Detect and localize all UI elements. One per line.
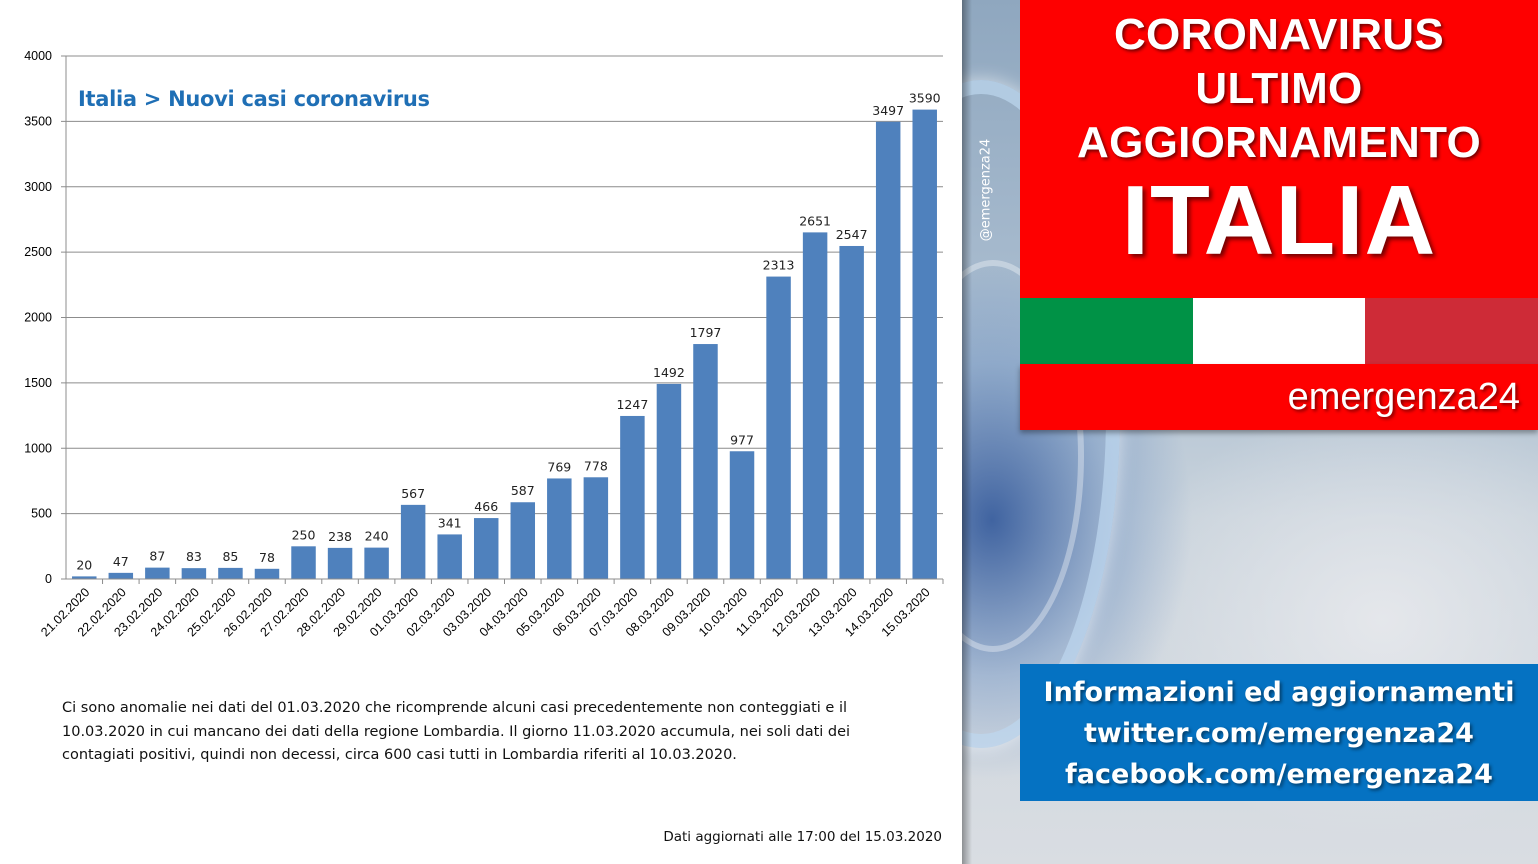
flag-red-stripe <box>1365 298 1538 364</box>
twitter-link[interactable]: twitter.com/emergenza24 <box>1084 718 1474 749</box>
y-tick-label: 3000 <box>24 180 52 194</box>
updated-timestamp: Dati aggiornati alle 17:00 del 15.03.202… <box>663 829 942 845</box>
data-label: 341 <box>438 515 462 530</box>
bar <box>656 383 682 579</box>
data-label: 977 <box>730 432 754 447</box>
data-label: 240 <box>365 529 389 544</box>
headline-line: AGGIORNAMENTO <box>1077 118 1481 167</box>
note-line: 10.03.2020 in cui mancano dei dati della… <box>62 723 851 740</box>
y-tick-label: 4000 <box>24 49 52 63</box>
data-label: 85 <box>222 549 238 564</box>
y-tick-label: 3500 <box>24 114 52 128</box>
info-line: Informazioni ed aggiornamenti <box>1043 677 1515 708</box>
bar <box>72 576 97 579</box>
bar <box>802 232 828 579</box>
y-tick-label: 1000 <box>24 441 52 455</box>
bar <box>510 502 536 579</box>
chart-title: Italia > Nuovi casi coronavirus <box>78 87 430 111</box>
data-label: 250 <box>292 527 316 542</box>
bar <box>291 546 316 579</box>
data-label: 587 <box>511 483 535 498</box>
y-tick-label: 2000 <box>24 311 52 325</box>
data-note: Ci sono anomalie nei dati del 01.03.2020… <box>62 697 912 768</box>
bar <box>583 477 609 579</box>
data-label: 87 <box>149 549 165 564</box>
info-box: Informazioni ed aggiornamenti twitter.co… <box>1020 664 1538 801</box>
y-tick-label: 500 <box>31 507 52 521</box>
data-label: 3497 <box>872 103 904 118</box>
chart-panel: 0 500 1000 1500 2000 2500 3000 3500 4000 20 21.02.… <box>24 49 944 845</box>
flag-white-stripe <box>1192 298 1366 364</box>
data-label: 1797 <box>690 325 722 340</box>
bar <box>145 567 170 579</box>
data-label: 2313 <box>763 258 795 273</box>
note-line: Ci sono anomalie nei dati del 01.03.2020… <box>62 700 848 716</box>
y-tick-label: 2500 <box>24 245 52 259</box>
headline-line: ULTIMO <box>1195 64 1363 113</box>
bar <box>912 109 937 580</box>
bar-chart: 050010001500200025003000350040002021.02.… <box>24 49 944 639</box>
bar <box>254 568 280 579</box>
facebook-link[interactable]: facebook.com/emergenza24 <box>1065 759 1493 790</box>
bar <box>875 121 901 580</box>
bar <box>729 451 755 579</box>
y-tick-label: 0 <box>45 572 52 586</box>
brand-name: emergenza24 <box>1287 376 1520 418</box>
data-label: 238 <box>328 529 352 544</box>
brand-box: emergenza24 <box>1020 364 1538 430</box>
data-label: 3590 <box>909 91 941 106</box>
banner-panel: @emergenza24 CORONAVIRUS ULTIMO AGGIORNA… <box>962 0 1538 864</box>
data-label: 47 <box>113 554 129 569</box>
watermark-handle: @emergenza24 <box>978 138 994 242</box>
bar <box>364 547 389 579</box>
italian-flag <box>1020 298 1538 364</box>
y-tick-label: 1500 <box>24 376 52 390</box>
bar <box>108 572 134 579</box>
headline-country: ITALIA <box>1121 165 1437 275</box>
data-label: 2651 <box>799 213 831 228</box>
data-label: 466 <box>474 499 498 514</box>
data-label: 769 <box>547 459 571 474</box>
bar <box>181 568 207 579</box>
panel-shadow <box>962 0 972 864</box>
data-label: 778 <box>584 458 608 473</box>
bar <box>547 478 572 579</box>
headline-box: CORONAVIRUS ULTIMO AGGIORNAMENTO ITALIA <box>1020 0 1538 298</box>
bar <box>218 567 243 579</box>
bar <box>693 344 718 579</box>
headline-line: CORONAVIRUS <box>1113 10 1445 59</box>
data-label: 20 <box>76 557 92 572</box>
data-label: 1247 <box>616 397 648 412</box>
bar <box>766 276 791 579</box>
data-label: 2547 <box>836 227 868 242</box>
flag-green-stripe <box>1020 298 1193 364</box>
note-line: contagiati positivi, quindi non decessi,… <box>62 747 737 763</box>
bar <box>620 415 645 579</box>
data-label: 83 <box>186 549 202 564</box>
bar <box>437 534 462 579</box>
data-label: 78 <box>259 550 275 565</box>
bar <box>473 518 499 579</box>
data-label: 1492 <box>653 365 685 380</box>
bar <box>327 547 353 579</box>
bar <box>839 245 864 580</box>
data-label: 567 <box>401 486 425 501</box>
bar <box>400 504 426 579</box>
